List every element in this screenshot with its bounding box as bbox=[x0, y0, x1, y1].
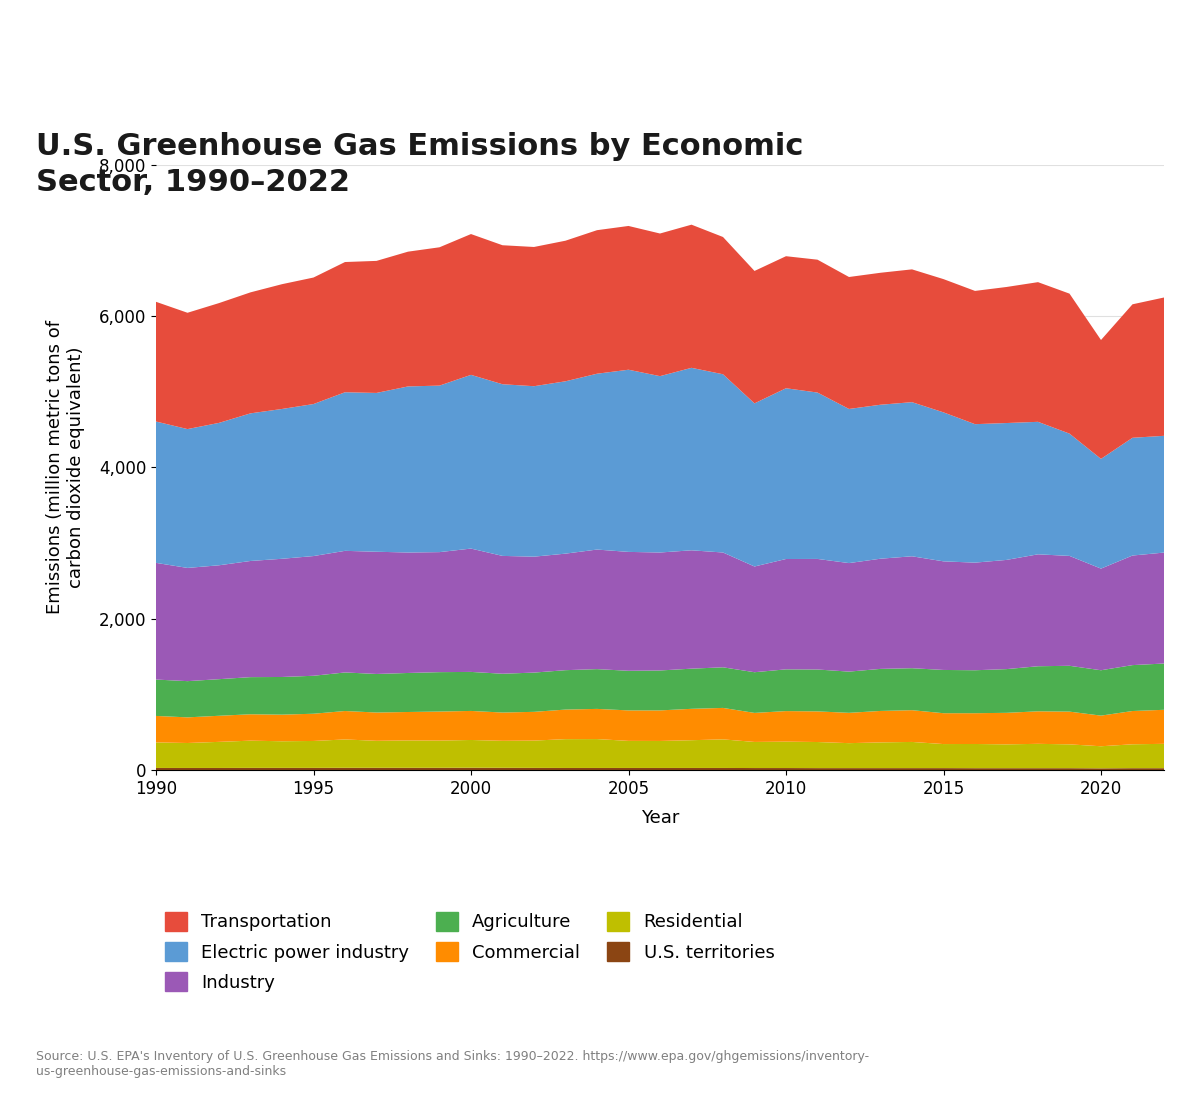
Text: Source: U.S. EPA's Inventory of U.S. Greenhouse Gas Emissions and Sinks: 1990–20: Source: U.S. EPA's Inventory of U.S. Gre… bbox=[36, 1050, 869, 1078]
Legend: Transportation, Electric power industry, Industry, Agriculture, Commercial, Resi: Transportation, Electric power industry,… bbox=[166, 912, 774, 992]
Y-axis label: Emissions (million metric tons of
carbon dioxide equivalent): Emissions (million metric tons of carbon… bbox=[46, 320, 85, 615]
X-axis label: Year: Year bbox=[641, 808, 679, 827]
Text: U.S. Greenhouse Gas Emissions by Economic
Sector, 1990–2022: U.S. Greenhouse Gas Emissions by Economi… bbox=[36, 132, 803, 197]
